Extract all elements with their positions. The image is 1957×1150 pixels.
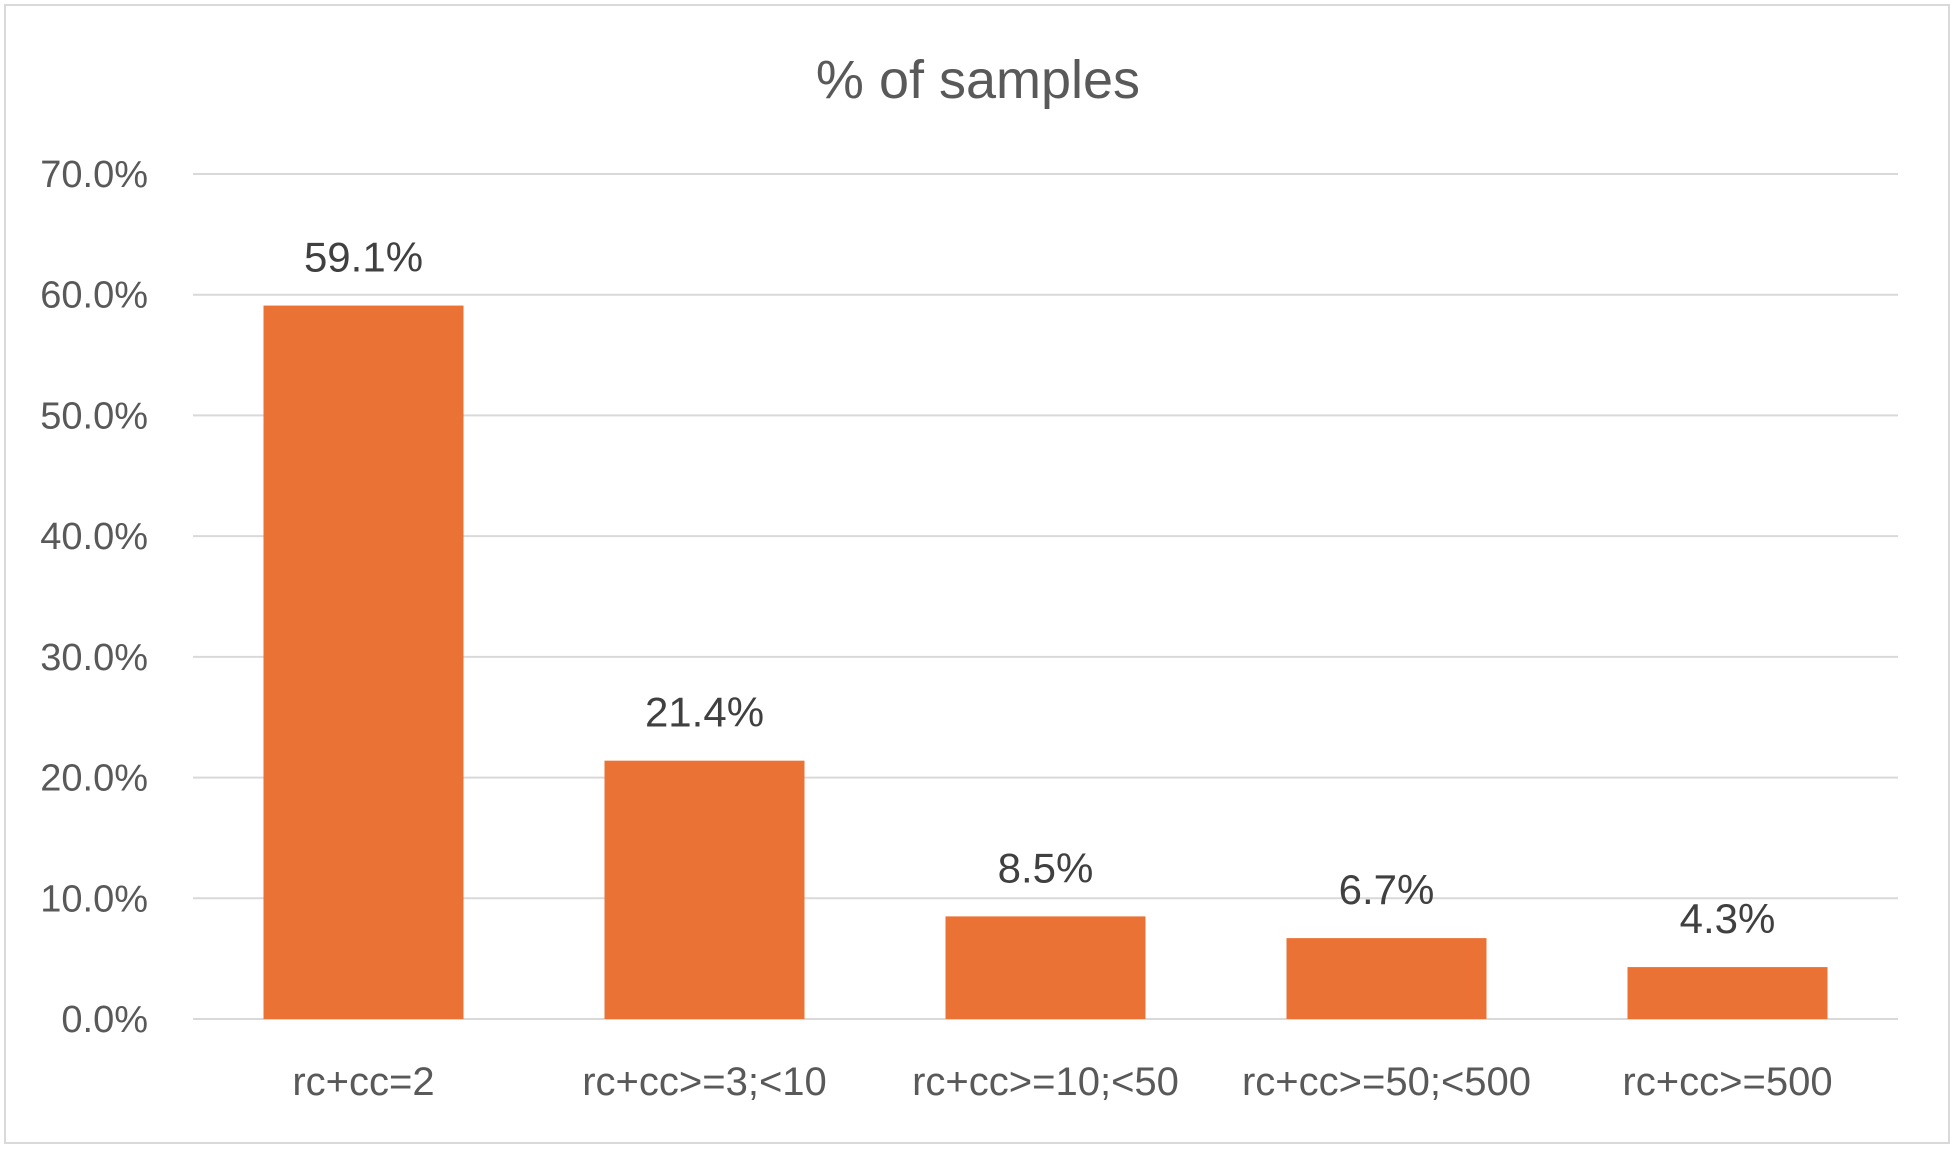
data-label: 8.5% — [998, 844, 1094, 891]
y-tick-label: 10.0% — [40, 878, 148, 920]
x-axis-category-labels: rc+cc=2 rc+cc>=3;<10 rc+cc>=10;<50 rc+cc>=5… — [292, 1060, 1832, 1104]
category-label: rc+cc>=500 — [1622, 1060, 1832, 1104]
data-label: 4.3% — [1680, 895, 1776, 942]
bar — [263, 305, 464, 1019]
category-label: rc+cc=2 — [292, 1060, 434, 1104]
y-tick-label: 20.0% — [40, 758, 148, 800]
category-label: rc+cc>=3;<10 — [582, 1060, 827, 1104]
data-label: 6.7% — [1339, 866, 1435, 913]
data-labels: 59.1% 21.4% 8.5% 6.7% 4.3% — [304, 234, 1775, 943]
data-label: 21.4% — [645, 689, 764, 736]
y-tick-label: 70.0% — [40, 154, 148, 196]
y-axis-tick-labels: 0.0% 10.0% 20.0% 30.0% 40.0% 50.0% 60.0% 70.0% — [40, 154, 148, 1041]
y-tick-label: 30.0% — [40, 637, 148, 679]
bar — [1627, 967, 1828, 1019]
data-label: 59.1% — [304, 234, 423, 281]
bars — [263, 305, 1828, 1019]
bar — [604, 760, 805, 1019]
y-tick-label: 60.0% — [40, 275, 148, 317]
bar — [945, 916, 1146, 1019]
bar — [1286, 938, 1487, 1019]
chart-title: % of samples — [816, 50, 1140, 110]
y-tick-label: 0.0% — [61, 999, 148, 1041]
category-label: rc+cc>=10;<50 — [912, 1060, 1179, 1104]
y-tick-label: 40.0% — [40, 516, 148, 558]
y-tick-label: 50.0% — [40, 395, 148, 437]
category-label: rc+cc>=50;<500 — [1242, 1060, 1531, 1104]
